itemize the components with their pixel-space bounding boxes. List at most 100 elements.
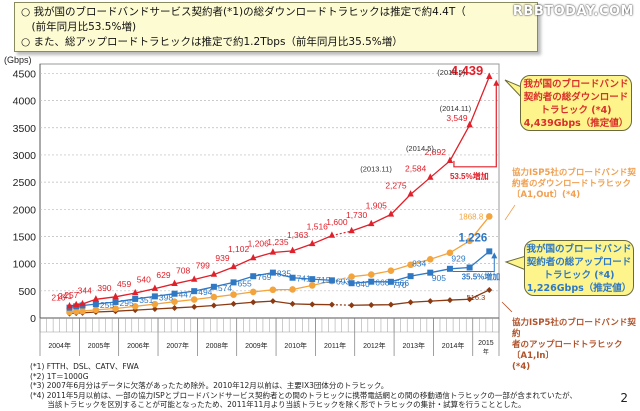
- callout-upload-total: 我が国のブロードバンド 契約者の総アップロード トラヒック (*4) 1,226…: [524, 240, 634, 296]
- data-label: 540: [137, 275, 151, 285]
- data-label: 255: [100, 300, 114, 310]
- data-point-download: [92, 295, 100, 302]
- y-tick-label: 2000: [13, 204, 37, 216]
- data-point-upload: [466, 264, 473, 271]
- x-year-label: 2006年: [127, 341, 150, 350]
- data-label: 835: [277, 269, 291, 279]
- data-point-download: [230, 262, 237, 270]
- data-label: 666: [395, 278, 409, 288]
- data-point-isp-download: [407, 261, 414, 269]
- footnote-4: (*4) 2011年5月以前は、一部の協力ISPとブロードバンドサービス契約者と…: [30, 390, 577, 400]
- series-line: [69, 280, 333, 313]
- data-point-upload: [407, 273, 414, 280]
- y-tick-label: 3500: [13, 123, 37, 135]
- note-isp-upload-line3: (*4): [512, 362, 531, 372]
- callout-upload-line4: 1,226Gbps（推定値）: [526, 283, 632, 294]
- data-point-isp-upload: [269, 298, 276, 305]
- data-label: 398: [159, 292, 173, 302]
- data-point-download: [348, 226, 355, 234]
- data-point-download: [151, 284, 159, 291]
- data-point-upload: [427, 269, 434, 276]
- data-point-upload: [368, 278, 375, 285]
- data-point-isp-download: [466, 237, 473, 245]
- data-point-upload: [309, 276, 316, 283]
- data-label: 1,600: [326, 217, 348, 227]
- data-point-upload: [92, 301, 99, 308]
- series-gap-line: [331, 230, 352, 237]
- data-point-isp-download: [151, 300, 159, 308]
- series-line: [69, 235, 333, 307]
- data-label: 834: [412, 259, 426, 269]
- data-label: 1,235: [267, 237, 289, 247]
- data-label: 216: [51, 292, 65, 302]
- data-point-download: [486, 72, 493, 79]
- series-gap-line: [331, 304, 352, 306]
- x-year-label-suffix: 年: [483, 348, 489, 356]
- data-point-upload: [250, 273, 257, 280]
- data-label: 693: [336, 276, 350, 286]
- data-point-download: [328, 231, 336, 238]
- data-point-isp-upload: [230, 300, 237, 307]
- data-label: 668: [375, 278, 389, 288]
- growth-arrow-download: [493, 79, 500, 86]
- series-gap-line: [331, 276, 352, 282]
- data-point-download: [66, 302, 73, 309]
- data-point-download: [79, 299, 86, 307]
- data-point-isp-download: [171, 298, 178, 305]
- series-line: [351, 216, 490, 278]
- data-label: 769: [257, 272, 271, 282]
- data-point-download: [250, 253, 257, 261]
- data-point-isp-upload: [250, 299, 257, 306]
- series-line: [69, 300, 332, 315]
- callout-download-line1: 我が国のブロードバンド: [523, 79, 629, 90]
- data-label: 1,206: [248, 238, 270, 248]
- headline-line-3: ○ また、総アップロードトラヒックは推定で約1.2Tbps（前年同月比35.5%…: [21, 36, 403, 48]
- growth-label-download: 53.5%増加: [450, 171, 489, 181]
- note-isp-download-line1: 協力ISP5社のブロードバンド契: [512, 168, 636, 178]
- data-label: 295: [120, 298, 134, 308]
- x-year-label: 2004年: [48, 341, 71, 350]
- data-point-isp-upload: [486, 286, 493, 293]
- data-point-isp-upload: [427, 298, 434, 305]
- data-label: 516.3: [467, 293, 486, 302]
- data-label: 1868.8: [459, 212, 484, 221]
- data-label: 351: [139, 295, 153, 305]
- data-point-upload: [230, 279, 237, 286]
- date-annotation: (2014.5): [406, 144, 434, 153]
- data-point-isp-upload: [446, 297, 453, 304]
- growth-arrow-upload: [491, 252, 498, 259]
- data-point-isp-download: [289, 286, 296, 293]
- callout-download-line2: 契約者の総ダウンロード: [523, 92, 629, 103]
- data-label: 257: [64, 290, 78, 300]
- data-label: 1,363: [287, 230, 309, 240]
- note-isp-download: 協力ISP5社のブロードバンド契 約者のダウンロードトラヒック 〔A1,Out〕…: [512, 168, 636, 201]
- data-label: 4,439: [451, 63, 484, 78]
- y-tick-label: 4000: [13, 96, 37, 108]
- data-point-isp-download: [269, 286, 277, 294]
- callout-download-total: 我が国のブロードバンド 契約者の総ダウンロード トラヒック (*4) 4,439…: [520, 75, 632, 131]
- data-label: 640: [356, 279, 370, 289]
- data-point-isp-download: [79, 307, 86, 315]
- data-label: 1,516: [307, 222, 329, 232]
- series-line: [351, 250, 490, 284]
- data-point-isp-upload: [387, 301, 394, 308]
- data-point-isp-download: [485, 213, 493, 220]
- note-isp-download-line3: 〔A1,Out〕(*4): [512, 190, 581, 200]
- x-year-label: 2005年: [88, 341, 111, 350]
- y-tick-label: 0: [30, 313, 36, 325]
- note-isp-upload: 協力ISP5社のブロードバンド契約 者のアップロードトラヒック〔A1,In〕 (…: [512, 318, 640, 373]
- data-label: 1,102: [228, 244, 250, 254]
- data-label: 459: [117, 279, 131, 289]
- data-point-isp-download: [131, 303, 139, 310]
- data-label: 929: [451, 254, 465, 264]
- data-label: 2,892: [425, 147, 447, 157]
- data-point-upload: [387, 278, 394, 285]
- data-point-upload: [348, 280, 355, 287]
- data-point-isp-download: [348, 273, 355, 280]
- series-line: [351, 76, 490, 232]
- footnote-4-cont: 当該トラヒックを区別することが可能となったため、2011年11月より当該トラヒッ…: [30, 400, 526, 410]
- headline-box: ○ 我が国のブロードバンドサービス契約者(*1)の総ダウンロードトラヒックは推定…: [14, 2, 538, 52]
- data-point-isp-upload: [171, 304, 178, 311]
- data-point-isp-upload: [289, 300, 296, 307]
